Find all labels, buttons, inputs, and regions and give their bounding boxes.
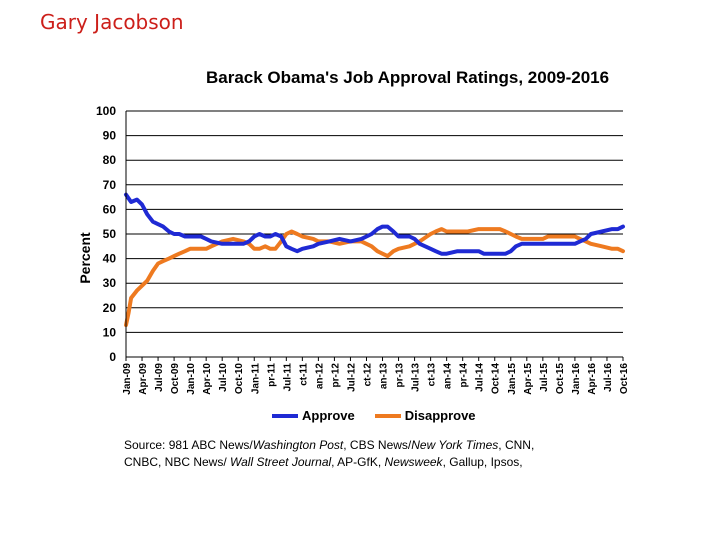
series-line-disapprove [124, 227, 625, 327]
y-tick-80: 80 [103, 153, 117, 167]
x-tick-Jul-14: Jul-14 [475, 363, 486, 392]
x-tick-Jan-09: Jan-09 [122, 363, 133, 395]
y-tick-70: 70 [103, 178, 117, 192]
x-tick-Jul-16: Jul-16 [603, 363, 614, 392]
x-tick-Apr-15: Apr-15 [523, 363, 534, 395]
x-tick-Jan-13: an-13 [379, 363, 390, 390]
x-tick-Jul-09: Jul-09 [154, 363, 165, 392]
x-tick-Oct-16: Oct-16 [619, 363, 630, 395]
y-tick-50: 50 [103, 227, 117, 241]
x-tick-Oct-10: Oct-10 [234, 363, 245, 395]
x-tick-Oct-15: Oct-15 [555, 363, 566, 395]
x-tick-Oct-12: ct-12 [362, 363, 373, 387]
y-tick-90: 90 [103, 129, 117, 143]
x-tick-Jul-10: Jul-10 [218, 363, 229, 392]
legend-label-disapprove: Disapprove [404, 408, 476, 423]
legend-swatch-approve [272, 413, 298, 418]
y-tick-10: 10 [103, 325, 117, 339]
y-tick-0: 0 [109, 350, 116, 364]
x-tick-Apr-16: Apr-16 [587, 363, 598, 395]
source-note: Source: 981 ABC News/Washington Post, CB… [124, 438, 535, 469]
x-tick-Jul-11: Jul-11 [282, 363, 293, 392]
x-tick-labels: Jan-09 Apr-09 Jul-09 Oct-09 Jan-10 Apr-10 Jul-… [122, 357, 630, 395]
x-tick-Jan-11: Jan-11 [250, 363, 261, 395]
x-tick-Oct-14: Oct-14 [491, 363, 502, 395]
x-tick-Jan-10: Jan-10 [186, 363, 197, 395]
y-tick-60: 60 [103, 202, 117, 216]
y-tick-labels: 0 10 20 30 40 50 60 70 80 90 100 [96, 104, 116, 364]
x-tick-Oct-11: ct-11 [298, 363, 309, 386]
x-tick-Jan-12: an-12 [314, 363, 325, 390]
legend-item-approve: Approve [272, 408, 355, 423]
legend-label-approve: Approve [302, 408, 355, 423]
x-tick-Apr-10: Apr-10 [202, 363, 213, 395]
x-tick-Jan-16: Jan-16 [571, 363, 582, 395]
x-tick-Apr-11: pr-11 [266, 363, 277, 387]
series-lines [124, 192, 625, 327]
x-tick-Jul-13: Jul-13 [411, 363, 422, 392]
x-tick-Apr-13: pr-13 [395, 363, 406, 388]
author-name: Gary Jacobson [40, 10, 184, 34]
x-tick-Jul-15: Jul-15 [539, 363, 550, 392]
x-tick-Apr-12: pr-12 [330, 363, 341, 388]
y-tick-40: 40 [103, 252, 117, 266]
x-tick-Jan-15: Jan-15 [507, 363, 518, 395]
series-line-approve [124, 192, 625, 256]
x-tick-Apr-09: Apr-09 [138, 363, 149, 395]
legend-swatch-disapprove [374, 413, 401, 418]
x-tick-Jul-12: Jul-12 [346, 363, 357, 392]
x-tick-Oct-13: ct-13 [427, 363, 438, 387]
x-tick-Jan-14: an-14 [443, 363, 454, 390]
x-tick-Apr-14: pr-14 [459, 363, 470, 388]
legend: Approve Disapprove [272, 408, 476, 423]
chart-title: Barack Obama's Job Approval Ratings, 200… [206, 68, 610, 87]
y-tick-20: 20 [103, 301, 117, 315]
legend-item-disapprove: Disapprove [374, 408, 476, 423]
y-tick-30: 30 [103, 276, 117, 290]
x-tick-Oct-09: Oct-09 [170, 363, 181, 395]
axes [125, 111, 623, 358]
y-axis-label: Percent [77, 232, 93, 284]
y-tick-100: 100 [96, 104, 116, 118]
